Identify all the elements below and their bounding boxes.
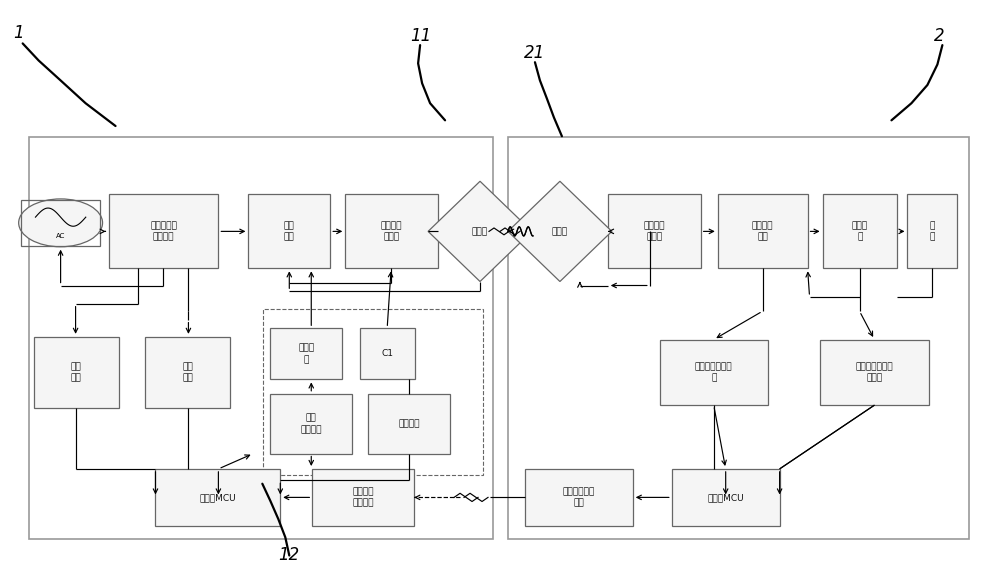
FancyBboxPatch shape xyxy=(248,194,330,268)
FancyBboxPatch shape xyxy=(525,469,633,526)
FancyBboxPatch shape xyxy=(145,337,230,408)
Text: 21: 21 xyxy=(524,43,545,62)
Text: 无线通信
接收模块: 无线通信 接收模块 xyxy=(352,487,374,508)
Text: AC: AC xyxy=(56,233,65,239)
Text: 1: 1 xyxy=(14,24,24,42)
Text: 稳压
电路: 稳压 电路 xyxy=(183,362,193,383)
Text: C1: C1 xyxy=(382,349,394,359)
Text: 稳压电
路: 稳压电 路 xyxy=(852,221,868,242)
Text: 采样电路: 采样电路 xyxy=(398,419,420,428)
Text: 发射端整流
滤波电路: 发射端整流 滤波电路 xyxy=(150,221,177,242)
Circle shape xyxy=(19,199,103,247)
FancyBboxPatch shape xyxy=(270,394,352,453)
FancyBboxPatch shape xyxy=(820,340,929,405)
Text: 发射端MCU: 发射端MCU xyxy=(200,493,236,502)
FancyBboxPatch shape xyxy=(368,394,450,453)
Text: 逆变
电路: 逆变 电路 xyxy=(284,221,295,242)
FancyBboxPatch shape xyxy=(109,194,218,268)
Text: 12: 12 xyxy=(278,546,300,564)
Text: 感应物: 感应物 xyxy=(552,227,568,236)
FancyBboxPatch shape xyxy=(608,194,701,268)
FancyBboxPatch shape xyxy=(660,340,768,405)
FancyBboxPatch shape xyxy=(718,194,808,268)
FancyBboxPatch shape xyxy=(823,194,897,268)
FancyBboxPatch shape xyxy=(345,194,438,268)
Text: 11: 11 xyxy=(410,27,431,45)
Text: 稳压
电路: 稳压 电路 xyxy=(71,362,81,383)
Polygon shape xyxy=(428,181,532,282)
FancyBboxPatch shape xyxy=(360,328,415,380)
FancyBboxPatch shape xyxy=(907,194,957,268)
Text: 整流电压采样电
路: 整流电压采样电 路 xyxy=(695,362,733,383)
Text: 输出电流电压采
样电路: 输出电流电压采 样电路 xyxy=(856,362,893,383)
Text: 整流滤波
电路: 整流滤波 电路 xyxy=(752,221,773,242)
Polygon shape xyxy=(508,181,612,282)
FancyBboxPatch shape xyxy=(34,337,119,408)
Text: 2: 2 xyxy=(934,27,945,45)
Text: 发射端谐
振电容: 发射端谐 振电容 xyxy=(381,221,402,242)
Text: 接收端MCU: 接收端MCU xyxy=(707,493,744,502)
Text: 传感器: 传感器 xyxy=(472,227,488,236)
FancyBboxPatch shape xyxy=(155,469,280,526)
FancyBboxPatch shape xyxy=(270,328,342,380)
Text: 无线通信发射
模块: 无线通信发射 模块 xyxy=(563,487,595,508)
Text: 电控开
关: 电控开 关 xyxy=(298,343,314,364)
FancyBboxPatch shape xyxy=(672,469,780,526)
Text: 负
载: 负 载 xyxy=(930,221,935,242)
FancyBboxPatch shape xyxy=(312,469,414,526)
Text: 驱动
控制电路: 驱动 控制电路 xyxy=(301,413,322,434)
Text: 接收端谐
振电容: 接收端谐 振电容 xyxy=(644,221,665,242)
